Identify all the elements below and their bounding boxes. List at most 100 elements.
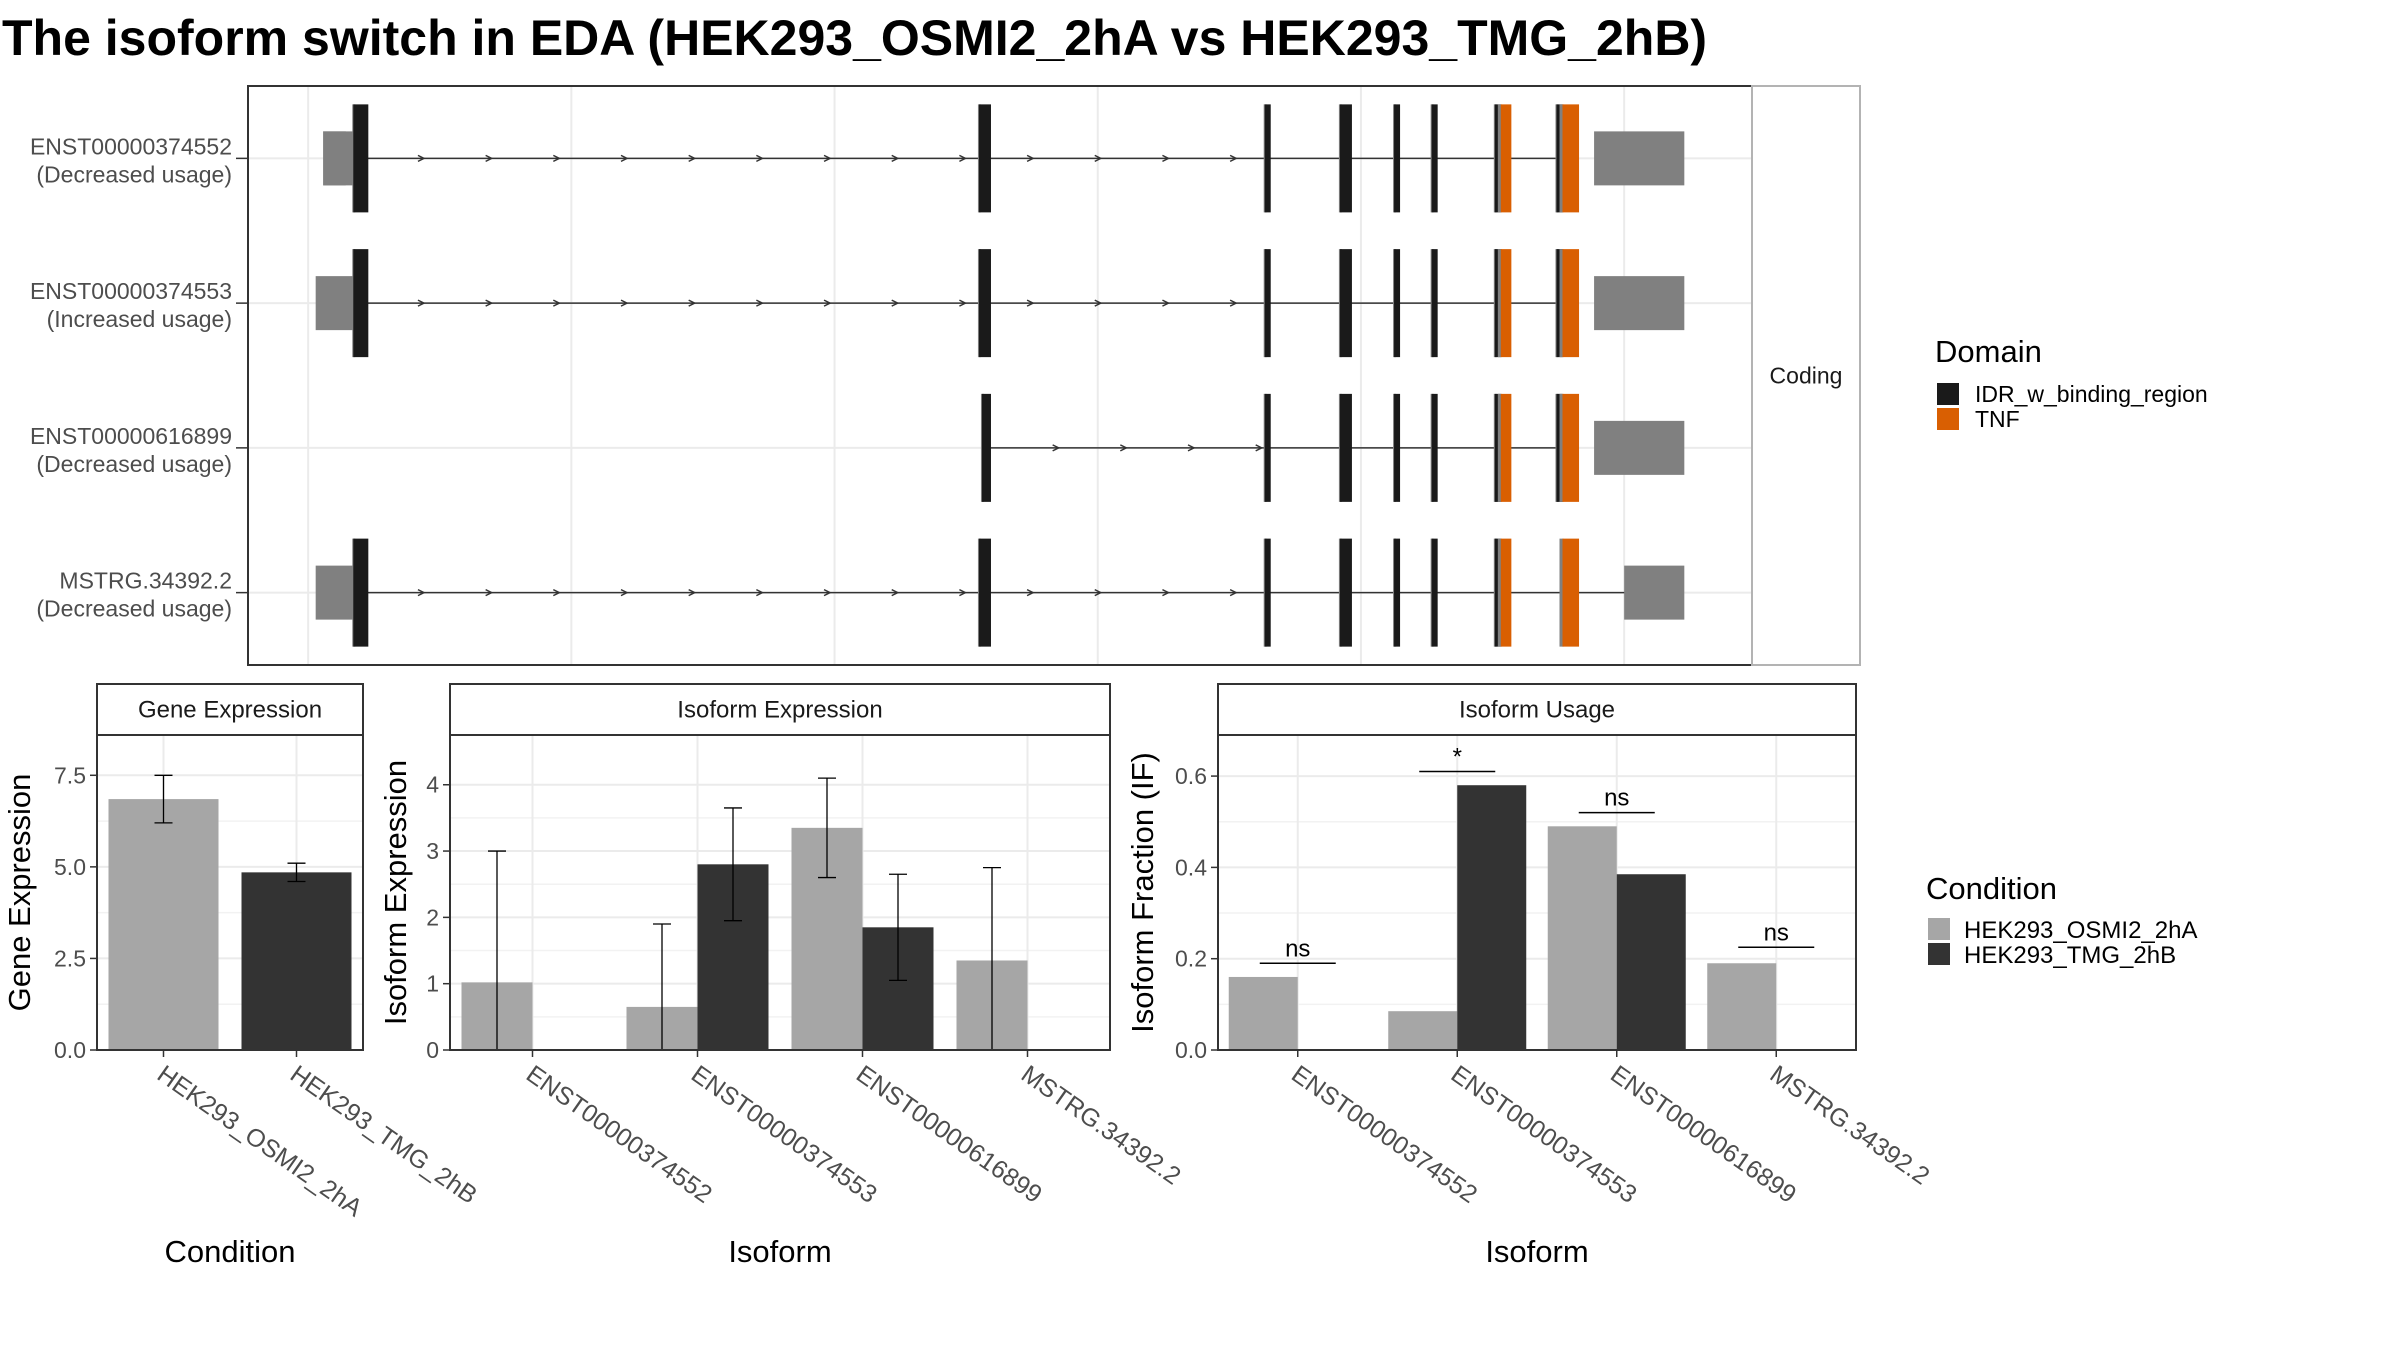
x-axis-title: Isoform <box>728 1234 831 1269</box>
panel-strip-label: Gene Expression <box>138 697 322 724</box>
facet-strip-label: Coding <box>1770 363 1843 389</box>
intron-arrow <box>417 588 426 597</box>
utr-segment <box>1594 420 1685 475</box>
exon-idr-domain <box>1264 249 1271 358</box>
intron-arrow <box>417 299 426 307</box>
utr-segment <box>1594 276 1685 331</box>
exon-idr-domain <box>1339 104 1352 213</box>
intron-arrow <box>1229 154 1238 163</box>
plot-border <box>1217 734 1857 1051</box>
transcript-id-label: MSTRG.34392.2 <box>59 568 232 594</box>
x-axis-title: Isoform <box>1485 1234 1588 1269</box>
intron-arrow <box>417 154 426 163</box>
significance-label: * <box>1453 744 1462 771</box>
y-axis-title: Isoform Fraction (IF) <box>1125 752 1160 1033</box>
bar <box>1457 785 1527 1050</box>
y-tick-label: 4 <box>426 772 439 798</box>
exon-tnf-domain <box>1562 538 1580 647</box>
bar <box>108 799 219 1050</box>
exon-idr-domain <box>1494 104 1501 213</box>
intron-arrow <box>756 154 765 163</box>
exon-idr-domain <box>1431 538 1438 647</box>
intron-arrow <box>959 299 968 307</box>
intron-arrow <box>1026 299 1035 307</box>
exon-tnf-domain <box>1562 393 1580 502</box>
exon-idr-domain <box>1556 104 1563 213</box>
domain-legend-title: Domain <box>1935 334 2042 369</box>
intron-arrow <box>1255 444 1264 452</box>
gene-expression-panel: Gene Expression0.02.55.07.5HEK293_OSMI2_… <box>2 683 482 1269</box>
intron-arrow <box>688 299 697 307</box>
x-tick-label: MSTRG.34392.2 <box>1765 1060 1935 1191</box>
exon-edge <box>1559 393 1564 502</box>
exon-tnf-domain <box>1562 104 1580 213</box>
intron-arrow <box>552 154 561 163</box>
exon-edge <box>1559 538 1564 647</box>
facet-strip <box>1751 85 1861 666</box>
condition-legend-key <box>1928 943 1950 965</box>
exon-idr-domain <box>981 393 991 502</box>
intron-arrow <box>620 299 629 307</box>
bar <box>1616 874 1686 1050</box>
x-tick-label: MSTRG.34392.2 <box>1016 1060 1186 1191</box>
intron-arrow <box>891 588 900 597</box>
exon-idr-domain <box>1339 393 1352 502</box>
condition-legend-title: Condition <box>1926 871 2057 906</box>
figure-title: The isoform switch in EDA (HEK293_OSMI2_… <box>2 10 1707 66</box>
utr-segment <box>1594 131 1685 186</box>
intron-arrow <box>756 299 765 307</box>
y-tick-label: 1 <box>426 971 439 997</box>
y-tick-label: 0.4 <box>1175 854 1207 880</box>
exon-idr-domain <box>1556 249 1563 358</box>
exon-idr-domain <box>1394 538 1401 647</box>
exon-idr-domain <box>978 249 991 358</box>
y-tick-label: 7.5 <box>54 762 86 788</box>
domain-legend-key <box>1937 383 1959 405</box>
intron-arrow <box>823 588 832 597</box>
exon-idr-domain <box>353 249 369 358</box>
utr-segment <box>323 131 346 186</box>
y-axis-title: Isoform Expression <box>378 760 413 1025</box>
intron-arrow <box>485 588 494 597</box>
y-tick-label: 3 <box>426 838 439 864</box>
intron-arrow <box>1094 588 1103 597</box>
plot-border <box>96 734 364 1051</box>
bar <box>241 872 352 1050</box>
y-tick-label: 0.6 <box>1175 763 1207 789</box>
exon-idr-domain <box>1494 249 1501 358</box>
domain-legend-key <box>1937 408 1959 430</box>
intron-arrow <box>1094 299 1103 307</box>
isoform-expression-panel: Isoform Expression01234ENST00000374552EN… <box>378 683 1186 1269</box>
intron-arrow <box>1052 444 1061 452</box>
transcript-id-label: ENST00000374553 <box>30 278 232 304</box>
intron-arrow <box>1026 154 1035 163</box>
exon-idr-domain <box>1264 393 1271 502</box>
intron-arrow <box>1162 154 1171 163</box>
structure-plot-background <box>248 86 1752 665</box>
intron-arrow <box>1187 444 1196 452</box>
condition-legend-label: HEK293_OSMI2_2hA <box>1964 917 2197 944</box>
intron-arrow <box>823 299 832 307</box>
exon-idr-domain <box>1339 249 1352 358</box>
intron-arrow <box>688 154 697 163</box>
significance-label: ns <box>1764 919 1789 946</box>
intron-arrow <box>1094 154 1103 163</box>
y-axis-title: Gene Expression <box>2 774 37 1012</box>
intron-arrow <box>1162 299 1171 307</box>
exon-idr-domain <box>1494 538 1501 647</box>
exon-idr-domain <box>1431 104 1438 213</box>
exon-tnf-domain <box>1500 104 1512 213</box>
intron-arrow <box>485 299 494 307</box>
transcript-usage-label: (Increased usage) <box>47 306 232 332</box>
utr-segment <box>315 276 354 331</box>
y-tick-label: 0 <box>426 1037 439 1063</box>
exon-idr-domain <box>1431 249 1438 358</box>
intron-arrow <box>959 588 968 597</box>
bar <box>1547 826 1617 1050</box>
exon-edge <box>1559 249 1564 358</box>
isoform-usage-panel: Isoform Usage0.00.20.40.6ENST00000374552… <box>1125 683 1935 1269</box>
intron-arrow <box>823 154 832 163</box>
panel-strip <box>1217 683 1857 736</box>
transcript-id-label: ENST00000616899 <box>30 423 232 449</box>
